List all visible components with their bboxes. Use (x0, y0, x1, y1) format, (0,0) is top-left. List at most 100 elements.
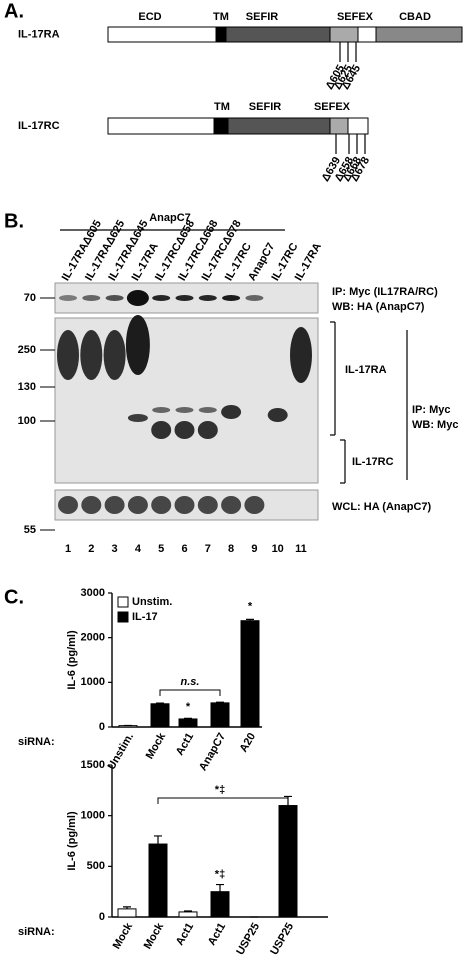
lane-number: 10 (272, 543, 284, 555)
y-axis-label: IL-6 (pg/ml) (66, 630, 78, 690)
band (151, 496, 172, 514)
mw-marker: 100 (18, 415, 36, 427)
bar (178, 718, 198, 728)
protein-name: IL-17RA (18, 28, 60, 40)
lane-number: 6 (181, 543, 187, 555)
annotation: n.s. (181, 676, 200, 688)
lane-number: 11 (295, 543, 307, 555)
bar (148, 843, 168, 918)
band (58, 496, 78, 514)
annotation: * (248, 601, 253, 613)
error-bar (154, 835, 162, 845)
band (244, 496, 265, 514)
error-bar (216, 701, 224, 703)
y-tick-label: 500 (87, 860, 105, 872)
annotation: *‡ (215, 868, 225, 880)
domain-label: CBAD (399, 11, 431, 23)
domain-label: SEFEX (337, 11, 374, 23)
blot-caption: IP: Myc (412, 404, 451, 416)
band (59, 295, 77, 301)
band (290, 327, 312, 383)
y-axis-label: IL-6 (pg/ml) (66, 811, 78, 871)
y-tick-label: 0 (99, 911, 105, 923)
domain (213, 117, 229, 135)
band (152, 407, 171, 413)
annotation: * (186, 701, 191, 713)
band (125, 315, 150, 375)
blot-caption: WB: HA (AnapC7) (332, 301, 425, 313)
band (81, 496, 102, 514)
band (80, 330, 103, 380)
lane-number: 9 (251, 543, 257, 555)
domain-label: ECD (138, 11, 161, 23)
band (127, 414, 148, 422)
blot-caption: WCL: HA (AnapC7) (332, 501, 432, 513)
error-bar (216, 883, 224, 892)
y-tick-label: 1000 (81, 810, 105, 822)
annotation: *‡ (215, 784, 225, 796)
band (104, 496, 125, 514)
domain (107, 26, 217, 43)
error-bar (246, 618, 254, 621)
band (103, 330, 126, 380)
band (151, 421, 172, 439)
y-tick-label: 0 (99, 721, 105, 733)
x-tick-label: USP25 (268, 921, 296, 957)
x-tick-label: AnapC7 (197, 731, 228, 773)
band (221, 496, 242, 514)
band (197, 421, 218, 439)
lane-number: 4 (135, 543, 142, 555)
band (174, 421, 195, 439)
band (126, 290, 149, 306)
domain (227, 117, 331, 135)
mw-marker: 250 (18, 344, 36, 356)
x-tick-label: Mock (142, 920, 167, 951)
x-axis-label: siRNA: (18, 736, 55, 748)
band (175, 295, 194, 301)
panel-label: A. (4, 0, 24, 22)
mw-marker: 70 (24, 292, 36, 304)
error-bar (123, 906, 131, 909)
domain (329, 117, 349, 135)
band (105, 295, 124, 301)
bar (210, 702, 230, 728)
legend-swatch (117, 611, 129, 623)
lane-number: 8 (228, 543, 234, 555)
lane-number: 3 (112, 543, 118, 555)
domain (215, 26, 227, 43)
band (174, 496, 195, 514)
x-tick-label: Act1 (206, 921, 228, 948)
blot-caption: IP: Myc (IL17RA/RC) (332, 286, 438, 298)
mw-marker: 130 (18, 381, 36, 393)
bar (240, 620, 260, 728)
x-tick-label: Act1 (174, 731, 196, 758)
domain-label: SEFIR (249, 101, 281, 113)
band (82, 295, 101, 301)
domain (225, 26, 331, 43)
x-tick-label: Unstim. (106, 731, 137, 772)
legend-swatch (117, 596, 129, 608)
domain-label: SEFIR (246, 11, 278, 23)
error-bar (184, 717, 192, 719)
y-tick-label: 1500 (81, 759, 105, 771)
band (222, 295, 241, 301)
lane-number: 1 (65, 543, 71, 555)
bar (117, 908, 137, 918)
x-tick-label: A20 (238, 731, 258, 754)
domain-label: SEFEX (314, 101, 351, 113)
x-tick-label: Mock (144, 730, 169, 761)
panel-label: B. (4, 210, 24, 232)
bracket-label: IL-17RC (352, 456, 394, 468)
blot-caption: WB: Myc (412, 419, 458, 431)
band (175, 407, 194, 413)
band (245, 295, 264, 301)
band (221, 405, 242, 419)
band (267, 408, 288, 422)
domain-label: TM (214, 101, 230, 113)
error-bar (156, 702, 164, 704)
x-axis-label: siRNA: (18, 926, 55, 938)
domain (375, 26, 463, 43)
domain (347, 117, 369, 135)
band (198, 407, 217, 413)
